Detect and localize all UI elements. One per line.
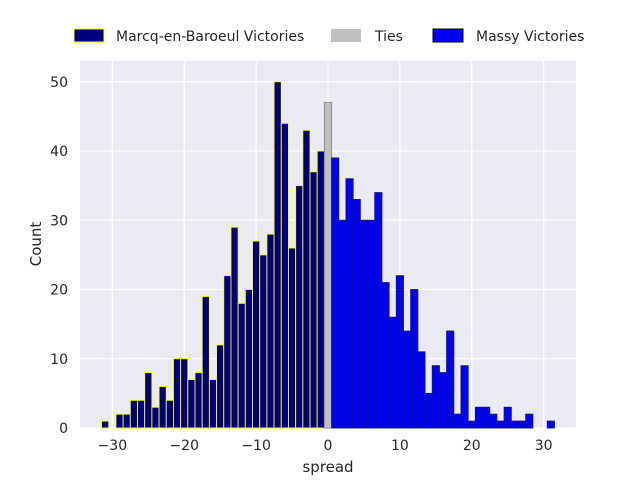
- bar: [367, 219, 376, 429]
- bar: [244, 289, 253, 429]
- bar: [266, 233, 275, 429]
- bar: [496, 420, 505, 429]
- bar: [201, 295, 210, 429]
- bar: [546, 420, 555, 429]
- legend-label-ties: Ties: [374, 29, 403, 45]
- legend-swatch-massy: [432, 28, 464, 43]
- bar: [381, 282, 390, 429]
- bar: [252, 240, 261, 429]
- bar: [280, 122, 289, 429]
- bar: [230, 226, 239, 429]
- bar: [525, 413, 534, 429]
- bar: [151, 406, 160, 429]
- bar: [237, 302, 246, 429]
- bar: [489, 413, 498, 429]
- legend-swatch-ties: [331, 29, 361, 42]
- bar: [295, 185, 304, 429]
- bar: [309, 171, 318, 429]
- x-tick-label: 0: [324, 438, 333, 454]
- bar: [482, 406, 491, 429]
- y-ticks: 0 10 20 30 40 50: [50, 75, 68, 437]
- bar: [467, 420, 476, 429]
- bar: [129, 399, 138, 429]
- x-tick-label: −20: [169, 438, 199, 454]
- bar: [438, 372, 448, 429]
- bar: [503, 406, 512, 429]
- bar: [518, 420, 527, 429]
- x-axis-label: spread: [302, 458, 353, 476]
- bar: [144, 372, 153, 429]
- y-tick-label: 40: [50, 144, 68, 160]
- bar: [194, 372, 203, 429]
- bar: [417, 351, 426, 429]
- bar: [316, 150, 325, 429]
- bar: [223, 275, 232, 429]
- bar: [216, 344, 225, 429]
- bars: [101, 81, 555, 429]
- bar: [338, 219, 347, 429]
- bar: [453, 413, 462, 429]
- bar: [288, 247, 297, 429]
- bar: [424, 392, 433, 429]
- bar: [158, 386, 167, 429]
- x-ticks: −30 −20 −10 0 10 20 30: [98, 438, 553, 454]
- bar: [101, 420, 110, 429]
- y-axis-label: Count: [27, 222, 45, 267]
- bar: [302, 129, 311, 429]
- bar: [273, 81, 282, 429]
- bar: [187, 379, 196, 429]
- legend: Marcq-en-Baroeul Victories Ties Massy Vi…: [73, 28, 584, 45]
- bar: [165, 399, 174, 429]
- x-tick-label: −30: [98, 438, 128, 454]
- bar: [510, 420, 519, 429]
- bar: [331, 157, 340, 429]
- bar: [259, 254, 268, 429]
- bar: [403, 330, 412, 429]
- bar: [388, 316, 397, 429]
- x-tick-label: 20: [463, 438, 481, 454]
- x-tick-label: −10: [241, 438, 271, 454]
- bar: [460, 365, 469, 429]
- bar: [172, 358, 182, 429]
- bar: [374, 192, 383, 429]
- legend-label-marcq: Marcq-en-Baroeul Victories: [116, 29, 304, 45]
- y-tick-label: 10: [50, 352, 68, 368]
- bar: [359, 219, 368, 429]
- bar: [446, 330, 455, 429]
- bar: [395, 275, 404, 429]
- y-tick-label: 20: [50, 283, 68, 299]
- bar: [323, 102, 333, 429]
- x-tick-label: 30: [535, 438, 553, 454]
- x-tick-label: 10: [391, 438, 409, 454]
- legend-label-massy: Massy Victories: [476, 29, 584, 45]
- bar: [431, 365, 440, 429]
- bar: [345, 178, 354, 429]
- bar: [180, 358, 189, 429]
- y-tick-label: 30: [50, 213, 68, 229]
- bar: [137, 399, 146, 429]
- bar: [115, 413, 124, 429]
- y-tick-label: 50: [50, 75, 68, 91]
- bar: [474, 406, 484, 429]
- bar: [122, 413, 131, 429]
- y-tick-label: 0: [59, 421, 68, 437]
- bar: [352, 199, 361, 429]
- bar: [410, 289, 419, 429]
- bar: [208, 379, 218, 429]
- legend-swatch-marcq: [73, 28, 105, 43]
